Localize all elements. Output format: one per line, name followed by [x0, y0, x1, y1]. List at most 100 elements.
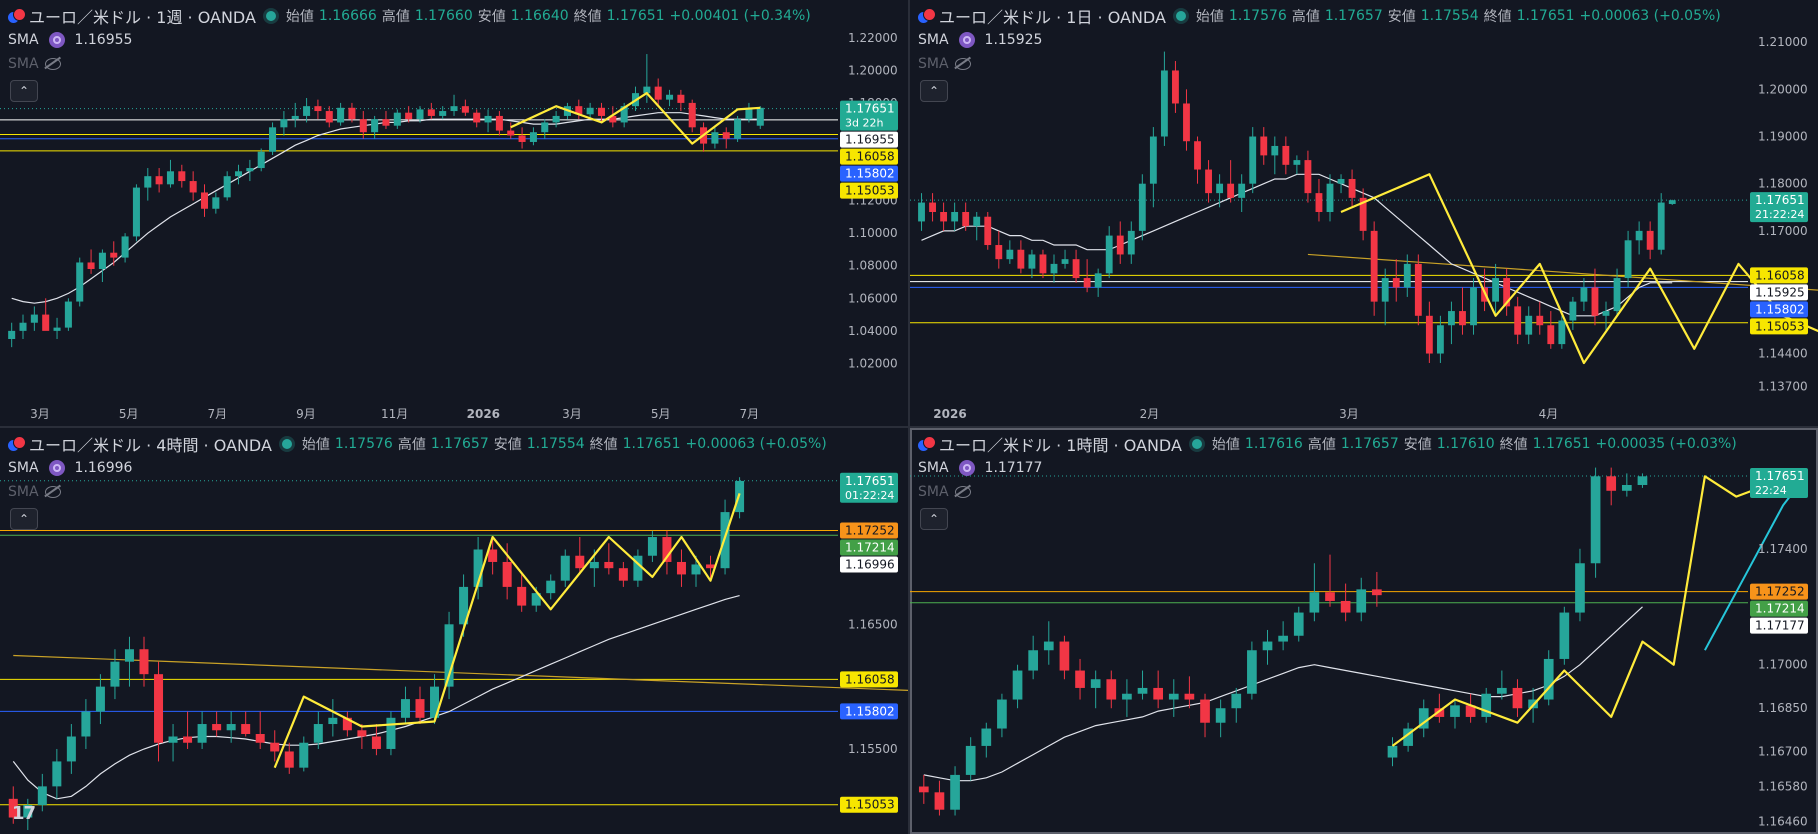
price-plot[interactable]: 1.165001.155001.1765101:22:241.172521.17… — [0, 428, 908, 834]
sma-settings-icon[interactable] — [48, 32, 65, 48]
candle — [52, 748, 62, 799]
y-tick-label: 1.20000 — [1758, 82, 1808, 96]
candle — [303, 98, 311, 123]
candle — [314, 99, 322, 120]
zigzag-line[interactable] — [1391, 475, 1768, 747]
sma-indicator-hidden[interactable]: SMA — [8, 484, 61, 500]
hidden-eye-icon[interactable] — [44, 486, 61, 498]
collapse-legend-button[interactable]: ⌃ — [10, 508, 38, 530]
candle — [517, 574, 527, 612]
candle — [1227, 160, 1235, 203]
chart-pane-h1[interactable]: 1.17400 1.17000 1.16850 1.16700 1.16580 1.164… — [910, 428, 1818, 834]
x-tick-label: 11月 — [381, 407, 408, 421]
hidden-eye-icon[interactable] — [954, 486, 971, 498]
symbol-title[interactable]: ユーロ／米ドル · 4時間 · OANDA — [29, 436, 272, 455]
candle — [691, 555, 701, 587]
pane-splitter-vertical[interactable] — [908, 0, 910, 834]
candle — [1137, 670, 1148, 700]
price-plot[interactable]: 1.21000 1.20000 1.19000 1.18000 1.17000 1.144… — [910, 0, 1818, 426]
candle — [940, 202, 948, 231]
symbol-title[interactable]: ユーロ／米ドル · 1日 · OANDA — [939, 8, 1166, 27]
candle — [95, 674, 105, 725]
candle — [257, 148, 265, 172]
x-tick-label: 7月 — [208, 407, 228, 421]
low-label: 安値 — [477, 9, 506, 25]
sma2-label: SMA — [8, 484, 39, 500]
svg-text:21:22:24: 21:22:24 — [1755, 208, 1804, 221]
zigzag-line[interactable] — [273, 493, 741, 769]
candle — [66, 724, 76, 774]
candle — [586, 102, 594, 120]
sma-indicator[interactable]: SMA 1.15925 — [918, 32, 1042, 48]
price-plot[interactable]: 1.220001.200001.180001.120001.100001.080… — [0, 0, 908, 426]
candle — [1492, 263, 1500, 316]
high-label: 高値 — [397, 437, 426, 453]
hidden-eye-icon[interactable] — [44, 58, 61, 70]
chart-pane-h4[interactable]: 1.16500 1.15500 1.17651 01:22:24 1.17252 1.17… — [0, 428, 908, 834]
chart-pane-daily[interactable]: 1.21000 1.20000 1.19000 1.18000 1.17000 1.144… — [910, 0, 1818, 426]
symbol-title[interactable]: ユーロ／米ドル · 1週 · OANDA — [29, 8, 256, 27]
candle — [155, 168, 163, 193]
sma-settings-icon[interactable] — [958, 32, 975, 48]
candle — [444, 611, 454, 700]
y-tick-label: 1.17000 — [1758, 658, 1808, 672]
chart-pane-weekly[interactable]: 1.220001.200001.180001.120001.100001.080… — [0, 0, 908, 426]
tradingview-logo[interactable]: 17 — [12, 803, 36, 824]
svg-text:01:22:24: 01:22:24 — [845, 489, 894, 502]
candle — [1450, 699, 1460, 729]
sma-indicator-hidden[interactable]: SMA — [8, 56, 61, 72]
svg-text:1.16996: 1.16996 — [845, 558, 895, 572]
candle — [416, 106, 424, 123]
candle — [415, 686, 425, 725]
sma-indicator-hidden[interactable]: SMA — [918, 484, 971, 500]
open-value: 1.16666 — [318, 8, 377, 24]
candle — [1668, 199, 1676, 205]
symbol-legend: ユーロ／米ドル · 1時間 · OANDA 始値 1.17616 高値 1.17657 安… — [918, 434, 1737, 455]
candle — [706, 555, 716, 581]
sma-settings-icon[interactable] — [48, 460, 65, 476]
high-value: 1.17657 — [430, 436, 489, 452]
price-plot[interactable]: 1.17400 1.17000 1.16850 1.16700 1.16580 1.164… — [910, 428, 1818, 834]
candle — [8, 322, 16, 348]
trendline[interactable] — [13, 654, 908, 711]
collapse-legend-button[interactable]: ⌃ — [920, 508, 948, 530]
open-label: 始値 — [301, 437, 330, 453]
collapse-legend-button[interactable]: ⌃ — [920, 80, 948, 102]
candle — [973, 212, 981, 241]
candle — [1646, 221, 1654, 260]
sma-indicator-hidden[interactable]: SMA — [918, 56, 971, 72]
candle — [342, 711, 352, 737]
candle — [269, 122, 277, 156]
candle — [235, 164, 243, 185]
svg-text:1.15053: 1.15053 — [845, 798, 895, 812]
sma-indicator[interactable]: SMA 1.17177 — [918, 460, 1042, 476]
candle — [1569, 296, 1577, 330]
svg-text:1.17252: 1.17252 — [1755, 585, 1805, 599]
candle — [1106, 670, 1117, 709]
sma-indicator[interactable]: SMA 1.16996 — [8, 460, 132, 476]
sma-value: 1.16955 — [74, 32, 133, 48]
candle — [756, 106, 764, 129]
zigzag-line[interactable] — [510, 91, 761, 145]
candle — [1436, 315, 1444, 363]
eur-usd-flag-icon — [8, 436, 26, 452]
symbol-title[interactable]: ユーロ／米ドル · 1時間 · OANDA — [939, 436, 1182, 455]
sma-settings-icon[interactable] — [958, 460, 975, 476]
candle — [23, 798, 33, 830]
candle — [1543, 650, 1554, 706]
candle — [1083, 259, 1091, 293]
sma-indicator[interactable]: SMA 1.16955 — [8, 32, 132, 48]
price-line-label: 1.16955 — [840, 131, 898, 148]
zigzag-line[interactable] — [1340, 173, 1818, 365]
collapse-legend-button[interactable]: ⌃ — [10, 80, 38, 102]
candle — [633, 549, 643, 587]
close-value: 1.17651 — [1532, 436, 1591, 452]
price-line-label: 1.15925 — [1750, 284, 1808, 301]
candle — [42, 298, 50, 331]
candle — [241, 711, 251, 737]
sma-label: SMA — [918, 32, 949, 48]
hidden-eye-icon[interactable] — [954, 58, 971, 70]
sma2-label: SMA — [918, 56, 949, 72]
pane-splitter-horizontal[interactable] — [0, 426, 1818, 428]
trendline[interactable] — [1307, 253, 1818, 296]
